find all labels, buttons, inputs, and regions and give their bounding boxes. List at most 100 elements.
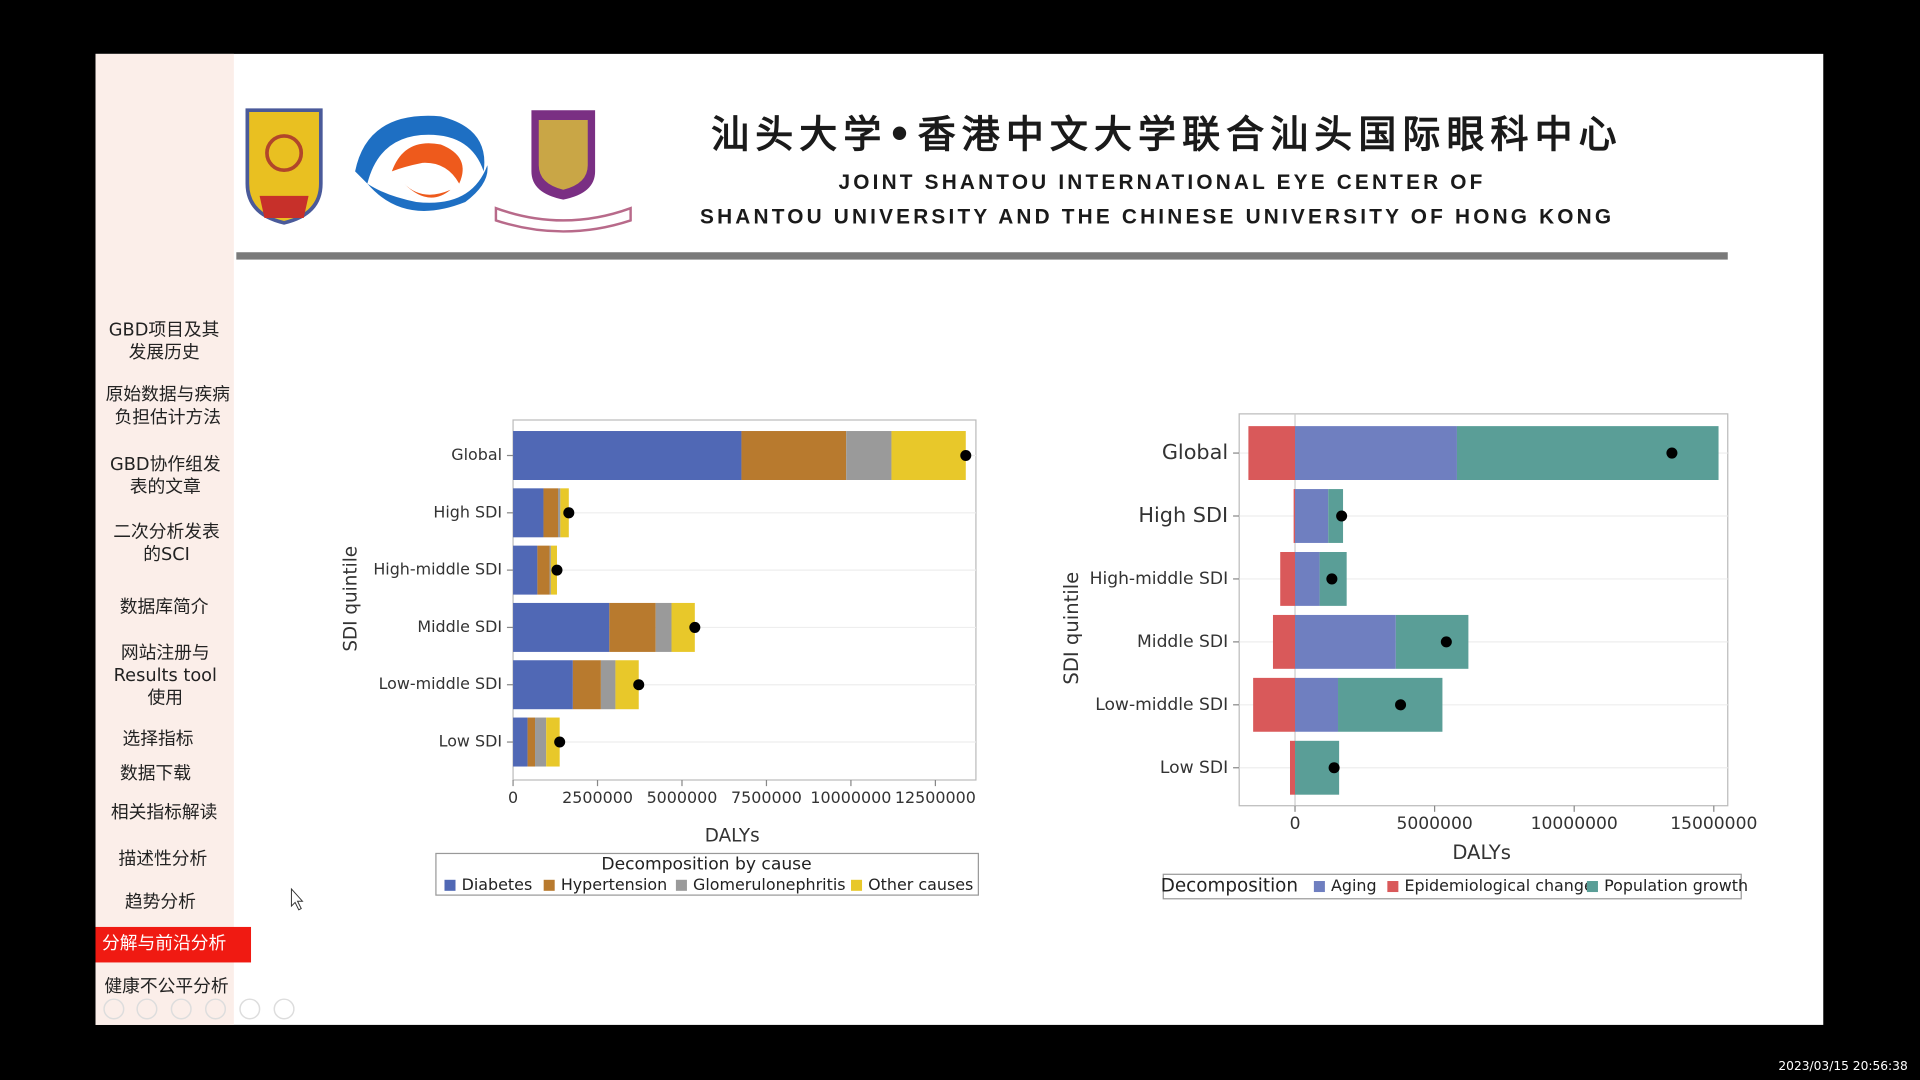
menu-item-text[interactable]: 描述性分析 xyxy=(118,849,207,870)
bar-segment xyxy=(1253,677,1296,732)
active-highlight xyxy=(95,926,252,963)
menu-item-text[interactable]: 选择指标 xyxy=(122,729,193,750)
menu-item-text[interactable]: GBD协作组发 xyxy=(110,454,221,475)
legend-swatch xyxy=(1387,881,1399,893)
total-marker xyxy=(554,736,566,748)
menu-item-text[interactable]: Results tool xyxy=(114,666,217,686)
bar-segment xyxy=(609,602,656,652)
menu-item-text[interactable]: 发展历史 xyxy=(129,342,200,363)
chart: 0 2500000 5000000 7500000 10000000 12500000 DA… xyxy=(340,419,979,896)
total-marker xyxy=(1666,447,1678,459)
menu-item[interactable]: 趋势分析 xyxy=(125,891,196,912)
bar-segment xyxy=(535,717,547,767)
bar-segment xyxy=(513,431,742,480)
bar-segment xyxy=(600,660,616,710)
bar-segment xyxy=(891,431,966,480)
y-axis-label: SDI quintile xyxy=(340,546,361,652)
bar-segment xyxy=(513,602,610,652)
legend-title: Decomposition xyxy=(1161,876,1298,897)
header-title-en: SHANTOU UNIVERSITY AND THE CHINESE UNIVE… xyxy=(700,205,1614,228)
bar-segment xyxy=(655,602,672,652)
bar-segment xyxy=(1295,489,1329,543)
y-axis-label: SDI quintile xyxy=(1060,572,1083,685)
bar-segment xyxy=(1295,614,1396,669)
menu-item-text[interactable]: 相关指标解读 xyxy=(111,802,218,823)
sidebar xyxy=(95,53,234,1025)
total-marker xyxy=(563,507,575,519)
menu-item[interactable]: 健康不公平分析 xyxy=(104,976,228,997)
y-tick-label: High SDI xyxy=(433,502,502,521)
legend-box xyxy=(435,852,979,896)
total-marker xyxy=(960,450,972,462)
y-tick-label: Low SDI xyxy=(1160,758,1228,778)
menu-item-text[interactable]: 原始数据与疾病 xyxy=(106,384,231,405)
legend-label: Glomerulonephritis xyxy=(693,875,845,894)
legend-swatch xyxy=(1313,881,1325,893)
x-axis-label: DALYs xyxy=(1452,841,1511,864)
bar-segment xyxy=(546,717,560,767)
menu-item-text[interactable]: 使用 xyxy=(148,688,184,709)
total-marker xyxy=(1336,510,1348,522)
x-tick-label: 0 xyxy=(1290,814,1301,834)
menu-item-text[interactable]: 网站注册与 xyxy=(121,642,210,663)
bar-segment xyxy=(1293,489,1296,543)
legend-label: Epidemiological change xyxy=(1404,876,1593,895)
x-tick-label: 2500000 xyxy=(562,788,633,807)
bar-segment xyxy=(537,545,550,595)
menu-item-text[interactable]: 表的文章 xyxy=(130,477,201,498)
y-tick-label: High-middle SDI xyxy=(1090,569,1229,589)
x-tick-label: 0 xyxy=(508,788,518,807)
menu-item-text[interactable]: 二次分析发表 xyxy=(113,521,220,542)
bar-segment xyxy=(549,545,551,595)
logo-cuhk xyxy=(494,110,632,233)
menu-item-text[interactable]: 趋势分析 xyxy=(125,891,196,912)
x-tick-label: 12500000 xyxy=(895,788,976,807)
legend-label: Population growth xyxy=(1604,876,1748,895)
bar-segment xyxy=(1272,614,1296,669)
menu-item-text[interactable]: 健康不公平分析 xyxy=(104,976,228,997)
y-tick-label: Low-middle SDI xyxy=(1095,695,1228,715)
logo-stu xyxy=(245,108,323,225)
bar-segment xyxy=(1295,426,1457,480)
menu-item[interactable]: 描述性分析 xyxy=(118,849,207,870)
menu-item[interactable]: 数据下载 xyxy=(120,763,191,784)
bar-segment xyxy=(846,431,892,480)
menu-item-text[interactable]: 分解与前沿分析 xyxy=(102,933,226,954)
menu-item-text[interactable]: 数据下载 xyxy=(120,763,191,784)
bar-segment xyxy=(671,602,695,652)
menu-item[interactable]: 相关指标解读 xyxy=(111,802,218,823)
menu-item[interactable]: 数据库简介 xyxy=(120,596,209,617)
menu-item-text[interactable]: 的SCI xyxy=(143,544,190,565)
bar-segment xyxy=(1328,489,1344,543)
charts: 0 2500000 5000000 7500000 10000000 12500000DA… xyxy=(340,413,1757,900)
legend-swatch xyxy=(851,879,863,891)
x-axis-label: DALYs xyxy=(705,825,760,846)
y-tick-label: Global xyxy=(1162,440,1228,464)
menu-item[interactable]: 选择指标 xyxy=(122,729,193,750)
menu-item-text[interactable]: GBD项目及其 xyxy=(109,319,220,340)
y-tick-label: High SDI xyxy=(1138,503,1228,527)
menu-item-text[interactable]: 数据库简介 xyxy=(120,596,209,617)
menu-item[interactable]: 分解与前沿分析 xyxy=(102,933,226,954)
x-tick-label: 7500000 xyxy=(731,788,802,807)
legend-title: Decomposition by cause xyxy=(601,854,811,874)
y-tick-label: High-middle SDI xyxy=(373,560,502,579)
bar-segment xyxy=(527,717,536,767)
x-tick-label: 5000000 xyxy=(1396,814,1472,834)
logo-jsiec xyxy=(355,115,488,211)
total-marker xyxy=(689,621,701,633)
bar-segment xyxy=(615,660,639,710)
total-marker xyxy=(1326,573,1338,585)
menu-item-text[interactable]: 负担估计方法 xyxy=(114,407,221,428)
bar-segment xyxy=(1395,614,1469,669)
bar-segment xyxy=(513,660,573,710)
total-marker xyxy=(1328,762,1340,774)
x-tick-label: 5000000 xyxy=(647,788,718,807)
bar-segment xyxy=(572,660,601,710)
total-marker xyxy=(633,679,645,691)
